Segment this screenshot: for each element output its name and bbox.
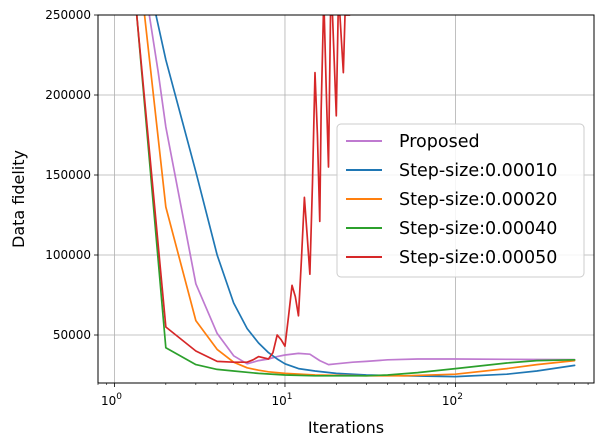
series-group	[135, 15, 576, 378]
legend-label: Step-size:0.00010	[399, 161, 557, 181]
series-line	[155, 15, 576, 378]
legend: Proposed Step-size:0.00010 Step-size:0.000…	[336, 123, 585, 278]
y-tick-label: 100000	[45, 248, 91, 262]
plot-frame	[97, 14, 595, 384]
x-tick-label: 101	[271, 392, 292, 408]
y-tick-label: 50000	[53, 328, 91, 342]
series-line	[135, 15, 576, 377]
legend-label: Step-size:0.00020	[399, 190, 557, 210]
legend-label: Proposed	[399, 132, 480, 152]
series-line	[135, 15, 351, 364]
y-tick-label: 200000	[45, 88, 91, 102]
y-tick-label: 250000	[45, 8, 91, 22]
x-tick-label: 102	[442, 392, 463, 408]
y-axis-label: Data fidelity	[9, 150, 28, 248]
y-tick-label: 150000	[45, 168, 91, 182]
legend-label: Step-size:0.00040	[399, 219, 557, 239]
series-line	[143, 15, 576, 377]
series-line	[148, 15, 576, 366]
x-tick-label: 100	[101, 392, 122, 408]
legend-label: Step-size:0.00050	[399, 248, 557, 268]
legend-box	[336, 123, 585, 278]
x-axis-label: Iterations	[308, 418, 384, 437]
